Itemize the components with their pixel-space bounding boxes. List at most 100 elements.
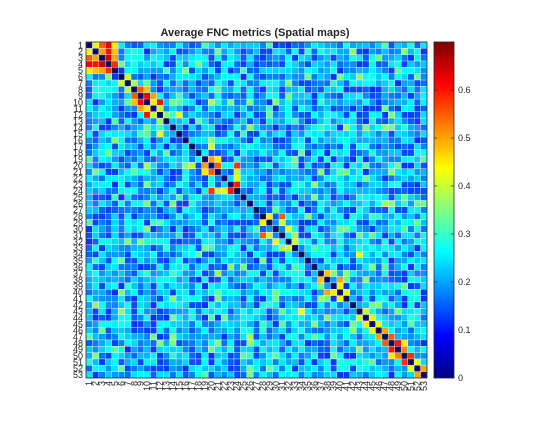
heatmap-cell bbox=[92, 263, 100, 271]
heatmap-cell bbox=[227, 320, 235, 328]
heatmap-cell bbox=[233, 282, 241, 290]
heatmap-cell bbox=[401, 225, 408, 233]
heatmap-cell bbox=[343, 86, 351, 93]
heatmap-cell bbox=[349, 79, 357, 87]
heatmap-cell bbox=[227, 251, 235, 258]
heatmap-cell bbox=[291, 238, 299, 246]
heatmap-cell bbox=[278, 301, 286, 309]
heatmap-cell bbox=[330, 295, 338, 303]
heatmap-cell bbox=[272, 181, 280, 189]
y-tick-labels: 1234567891011121314151617181920212223242… bbox=[73, 40, 83, 380]
heatmap-cell bbox=[156, 136, 164, 144]
heatmap-cell bbox=[362, 149, 370, 157]
heatmap-cell bbox=[381, 238, 389, 246]
heatmap-cell bbox=[227, 238, 235, 246]
heatmap-cell bbox=[208, 270, 215, 277]
heatmap-cell bbox=[330, 358, 338, 366]
heatmap-cell bbox=[233, 263, 241, 271]
heatmap-cell bbox=[343, 111, 351, 119]
heatmap-cell bbox=[143, 136, 151, 144]
heatmap-cell bbox=[330, 181, 338, 189]
heatmap-cell bbox=[413, 371, 421, 379]
heatmap-cell bbox=[388, 60, 396, 68]
heatmap-cell bbox=[227, 174, 235, 182]
heatmap-cell bbox=[285, 212, 293, 220]
heatmap-cell bbox=[298, 54, 305, 62]
heatmap-cell bbox=[246, 41, 254, 49]
heatmap-cell bbox=[240, 86, 248, 93]
heatmap-cell bbox=[381, 257, 389, 265]
heatmap-cell bbox=[182, 155, 190, 163]
heatmap-cell bbox=[201, 308, 209, 315]
heatmap-cell bbox=[420, 162, 428, 170]
heatmap-cell bbox=[401, 200, 408, 208]
heatmap-cell bbox=[420, 187, 428, 195]
heatmap-cell bbox=[285, 174, 293, 182]
heatmap-cell bbox=[111, 79, 119, 87]
heatmap-cell bbox=[407, 276, 415, 284]
heatmap-cell bbox=[304, 181, 312, 189]
heatmap-cell bbox=[272, 168, 280, 176]
heatmap-cell bbox=[401, 54, 408, 62]
heatmap-cell bbox=[413, 257, 421, 265]
heatmap-cell bbox=[98, 358, 106, 366]
heatmap-cell bbox=[278, 238, 286, 246]
heatmap-cell bbox=[150, 79, 157, 87]
diagonal-marker bbox=[208, 162, 215, 169]
heatmap-cell bbox=[111, 251, 119, 258]
heatmap-cell bbox=[420, 320, 428, 328]
heatmap-cell bbox=[98, 41, 106, 49]
heatmap-cell bbox=[259, 48, 267, 55]
heatmap-cell bbox=[304, 371, 312, 379]
heatmap-cell bbox=[394, 105, 402, 112]
heatmap-cell bbox=[259, 244, 267, 252]
heatmap-cell bbox=[311, 162, 318, 170]
heatmap-cell bbox=[381, 251, 389, 258]
heatmap-cell bbox=[388, 48, 396, 55]
heatmap-cell bbox=[388, 79, 396, 87]
heatmap-cell bbox=[317, 98, 325, 106]
heatmap-cell bbox=[330, 276, 338, 284]
colorbar-tick-label: 0.5 bbox=[458, 133, 471, 143]
heatmap-cell bbox=[85, 143, 93, 150]
heatmap-cell bbox=[407, 105, 415, 112]
heatmap-cell bbox=[388, 111, 396, 119]
heatmap-cell bbox=[143, 276, 151, 284]
heatmap-cell bbox=[368, 92, 376, 100]
heatmap-cell bbox=[137, 200, 145, 208]
heatmap-cell bbox=[169, 358, 177, 366]
x-tick-label: 36 bbox=[309, 381, 319, 391]
x-tick-label: 52 bbox=[412, 381, 422, 391]
heatmap-cell bbox=[214, 181, 222, 189]
heatmap-cell bbox=[336, 54, 344, 62]
heatmap-cell bbox=[253, 193, 260, 201]
heatmap-cell bbox=[381, 67, 389, 74]
heatmap-cell bbox=[407, 174, 415, 182]
heatmap-cell bbox=[394, 48, 402, 55]
heatmap-cell bbox=[362, 41, 370, 49]
heatmap-cell bbox=[356, 371, 363, 379]
heatmap-cell bbox=[356, 238, 363, 246]
heatmap-cell bbox=[188, 193, 196, 201]
heatmap-cell bbox=[413, 117, 421, 125]
heatmap-cell bbox=[407, 143, 415, 150]
heatmap-cell bbox=[175, 181, 183, 189]
heatmap-cell bbox=[298, 232, 305, 239]
heatmap-cell bbox=[156, 346, 164, 353]
heatmap-cell bbox=[163, 187, 170, 195]
heatmap-cell bbox=[401, 289, 408, 296]
heatmap-cell bbox=[349, 105, 357, 112]
heatmap-cell bbox=[137, 251, 145, 258]
heatmap-cell bbox=[240, 187, 248, 195]
heatmap-cell bbox=[375, 308, 383, 315]
heatmap-cell bbox=[368, 48, 376, 55]
heatmap-cell bbox=[182, 212, 190, 220]
heatmap-cell bbox=[375, 124, 383, 131]
heatmap-cell bbox=[362, 155, 370, 163]
heatmap-cell bbox=[407, 238, 415, 246]
heatmap-cell bbox=[182, 263, 190, 271]
heatmap-cell bbox=[150, 168, 157, 176]
x-tick-label: 20 bbox=[206, 381, 216, 391]
heatmap-cell bbox=[92, 352, 100, 360]
heatmap-cell bbox=[362, 352, 370, 360]
